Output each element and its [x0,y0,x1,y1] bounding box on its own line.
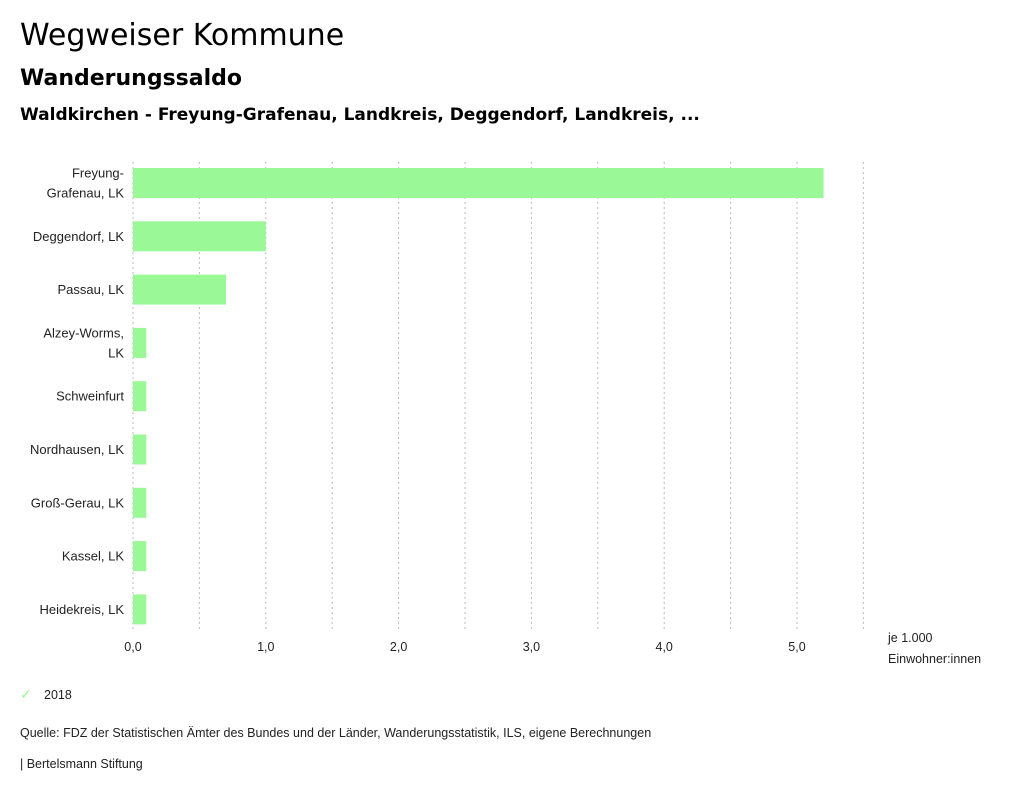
bar[interactable] [133,541,147,572]
legend-label: 2018 [44,687,72,702]
category-label: Passau, LK [58,282,125,297]
bar-chart: Freyung-Grafenau, LK Deggendorf, LK Passau… [30,162,864,654]
category-label: Schweinfurt [56,389,124,404]
legend-item-2018[interactable]: ✓ 2018 [20,686,72,703]
bar[interactable] [133,381,147,412]
category-label: Deggendorf, LK [33,229,124,244]
bars [133,168,824,625]
tick-label: 3,0 [523,640,540,654]
tick-label: 5,0 [788,640,805,654]
category-label: Nordhausen, LK [30,442,124,457]
tick-labels: 0,0 1,0 2,0 3,0 4,0 5,0 [124,640,805,654]
tick-label: 1,0 [257,640,274,654]
category-labels: Freyung-Grafenau, LK Deggendorf, LK Passau… [30,166,124,617]
category-label: Heidekreis, LK [39,602,124,617]
bar[interactable] [133,434,147,465]
source-note: Quelle: FDZ der Statistischen Ämter des … [20,726,652,740]
x-axis-unit-line-2: Einwohner:innen [888,652,982,666]
bar[interactable] [133,487,147,518]
x-axis-unit-line-1: je 1.000 [888,631,933,645]
category-label: Freyung-Grafenau, LK [47,166,125,201]
page-title: Wegweiser Kommune [20,18,345,53]
tick-label: 2,0 [390,640,407,654]
tick-label: 4,0 [656,640,673,654]
category-label: Groß-Gerau, LK [31,495,125,510]
check-icon: ✓ [20,686,32,702]
credit-note: | Bertelsmann Stiftung [20,757,143,771]
bar[interactable] [133,327,147,358]
bar[interactable] [133,594,147,625]
region-label: Waldkirchen - Freyung-Grafenau, Landkrei… [20,105,700,125]
chart-subtitle: Wanderungssaldo [20,66,243,91]
gridlines [132,162,864,632]
bar[interactable] [133,168,824,198]
category-label: Kassel, LK [62,549,124,564]
bar[interactable] [133,221,266,252]
category-label: Alzey-Worms, LK [43,325,124,360]
x-axis-unit: je 1.000 Einwohner:innen [888,628,981,670]
bar[interactable] [133,274,226,305]
tick-label: 0,0 [124,640,141,654]
